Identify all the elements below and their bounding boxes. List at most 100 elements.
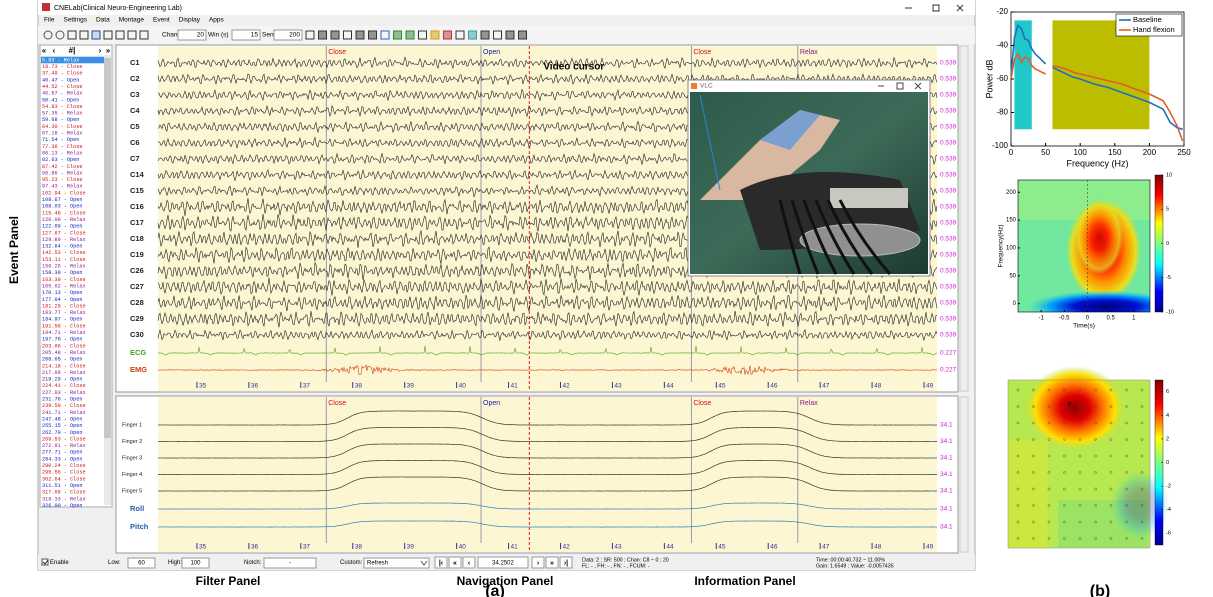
- event-item[interactable]: 59.68 - Open: [42, 117, 79, 123]
- event-item[interactable]: 158.39 - Open: [42, 270, 82, 276]
- event-item[interactable]: 80.13 - Relax: [42, 150, 82, 156]
- toolbar-icon[interactable]: [55, 30, 65, 40]
- event-item[interactable]: 262.70 - Open: [42, 430, 82, 436]
- toolbar-icon[interactable]: [418, 30, 427, 40]
- event-item[interactable]: 269.53 - Close: [42, 436, 86, 442]
- event-item[interactable]: 18.73 - Close: [42, 64, 82, 70]
- toolbar-icon[interactable]: [480, 30, 490, 40]
- event-item[interactable]: 277.71 - Open: [42, 450, 82, 456]
- event-item[interactable]: 224.41 - Close: [42, 383, 86, 389]
- toolbar-icon[interactable]: [343, 30, 352, 40]
- nav-button[interactable]: [559, 556, 573, 569]
- menu-item[interactable]: Display: [179, 17, 201, 24]
- toolbar-icon[interactable]: [318, 30, 327, 40]
- event-item[interactable]: 163.30 - Close: [42, 277, 86, 283]
- event-nav-button[interactable]: ›: [99, 46, 102, 55]
- event-item[interactable]: 217.09 - Relax: [42, 370, 86, 376]
- toolbar-icon[interactable]: [67, 30, 77, 40]
- event-item[interactable]: 95.23 - Close: [42, 177, 82, 183]
- event-nav-button[interactable]: »: [106, 46, 111, 55]
- event-item[interactable]: 239.50 - Close: [42, 403, 86, 409]
- toolbar-icon[interactable]: [139, 30, 149, 40]
- sen-value[interactable]: 200: [289, 32, 300, 39]
- event-item[interactable]: 90.86 - Relax: [42, 170, 82, 176]
- event-item[interactable]: 219.29 - Open: [42, 377, 82, 383]
- event-item[interactable]: 82.63 - Open: [42, 157, 79, 163]
- toolbar-icon[interactable]: [330, 30, 340, 40]
- event-nav-button[interactable]: «: [42, 46, 47, 55]
- win-value-box[interactable]: [231, 29, 261, 41]
- toolbar-icon[interactable]: [103, 30, 113, 40]
- event-item[interactable]: 203.06 - Close: [42, 343, 86, 349]
- event-item[interactable]: 44.52 - Close: [42, 84, 82, 90]
- event-item[interactable]: 319.33 - Relax: [42, 496, 86, 502]
- position-box[interactable]: [477, 556, 529, 569]
- nav-button[interactable]: [448, 556, 462, 569]
- menu-item[interactable]: Data: [96, 17, 110, 24]
- toolbar-icon[interactable]: [305, 30, 315, 40]
- event-item[interactable]: 156.26 - Relax: [42, 264, 86, 270]
- event-item[interactable]: 64.30 - Close: [42, 124, 82, 130]
- toolbar-icon[interactable]: [355, 30, 365, 40]
- event-item[interactable]: 302.64 - Close: [42, 476, 86, 482]
- event-item[interactable]: 295.56 - Close: [42, 470, 86, 476]
- toolbar-icon[interactable]: [368, 30, 377, 40]
- event-item[interactable]: 208.65 - Open: [42, 357, 82, 363]
- event-item[interactable]: 177.04 - Open: [42, 297, 82, 303]
- nav-button-label[interactable]: »: [550, 560, 554, 567]
- notch-value[interactable]: -: [289, 561, 291, 567]
- toolbar-icon[interactable]: [493, 30, 502, 40]
- event-item[interactable]: 50.41 - Open: [42, 97, 79, 103]
- toolbar-icon[interactable]: [380, 30, 390, 40]
- event-item[interactable]: 205.48 - Relax: [42, 350, 86, 356]
- event-item[interactable]: 108.03 - Open: [42, 204, 82, 210]
- toolbar-icon[interactable]: [43, 30, 53, 40]
- event-item[interactable]: 326.00 - Open: [42, 503, 82, 509]
- menu-item[interactable]: Event: [153, 17, 170, 24]
- event-item[interactable]: 165.62 - Relax: [42, 283, 86, 289]
- nav-button-label[interactable]: ‹: [468, 560, 471, 567]
- event-item[interactable]: 272.91 - Relax: [42, 443, 86, 449]
- nav-button[interactable]: [462, 556, 476, 569]
- event-item[interactable]: 197.76 - Open: [42, 337, 82, 343]
- event-item[interactable]: 115.46 - Close: [42, 210, 86, 216]
- toolbar-icon[interactable]: [115, 30, 125, 40]
- event-item[interactable]: 71.54 - Open: [42, 137, 79, 143]
- position-value[interactable]: 34.2502: [492, 561, 514, 567]
- event-item[interactable]: 153.11 - Close: [42, 257, 86, 263]
- toolbar-icon[interactable]: [91, 30, 101, 40]
- nav-button[interactable]: [434, 556, 448, 569]
- event-item[interactable]: 170.13 - Open: [42, 290, 82, 296]
- event-nav-button[interactable]: ‹: [53, 46, 56, 55]
- event-item[interactable]: 214.18 - Close: [42, 363, 86, 369]
- event-item[interactable]: 108.67 - Open: [42, 197, 82, 203]
- enable-checkbox[interactable]: [41, 558, 49, 566]
- event-nav-button[interactable]: #|: [69, 46, 76, 55]
- custom-select[interactable]: [363, 557, 430, 569]
- event-item[interactable]: 132.64 - Open: [42, 244, 82, 250]
- event-item[interactable]: 120.00 - Relax: [42, 217, 86, 223]
- event-item[interactable]: 67.18 - Relax: [42, 131, 82, 137]
- toolbar-icon[interactable]: [405, 30, 415, 40]
- toolbar-icon[interactable]: [127, 30, 137, 40]
- event-item[interactable]: 122.09 - Open: [42, 224, 82, 230]
- event-item[interactable]: 255.15 - Open: [42, 423, 82, 429]
- low-value[interactable]: 60: [138, 561, 145, 567]
- nav-button[interactable]: [545, 556, 559, 569]
- chan-value-box[interactable]: [177, 29, 207, 41]
- event-item[interactable]: 77.36 - Close: [42, 144, 82, 150]
- event-item[interactable]: 5.83 - Relax: [42, 57, 79, 63]
- event-item[interactable]: 241.71 - Relax: [42, 410, 86, 416]
- menu-item[interactable]: Montage: [119, 17, 145, 24]
- toolbar-icon[interactable]: [455, 30, 465, 40]
- toolbar-icon[interactable]: [468, 30, 477, 40]
- event-item[interactable]: 87.42 - Close: [42, 164, 82, 170]
- win-value[interactable]: 15: [251, 32, 259, 39]
- event-item[interactable]: 46.57 - Relax: [42, 91, 82, 97]
- menu-item[interactable]: Settings: [63, 17, 87, 24]
- high-box[interactable]: [181, 557, 210, 569]
- notch-box[interactable]: [263, 557, 317, 569]
- event-item[interactable]: 284.33 - Open: [42, 456, 82, 462]
- nav-button-label[interactable]: ›|: [564, 560, 568, 567]
- toolbar-icon[interactable]: [518, 30, 527, 40]
